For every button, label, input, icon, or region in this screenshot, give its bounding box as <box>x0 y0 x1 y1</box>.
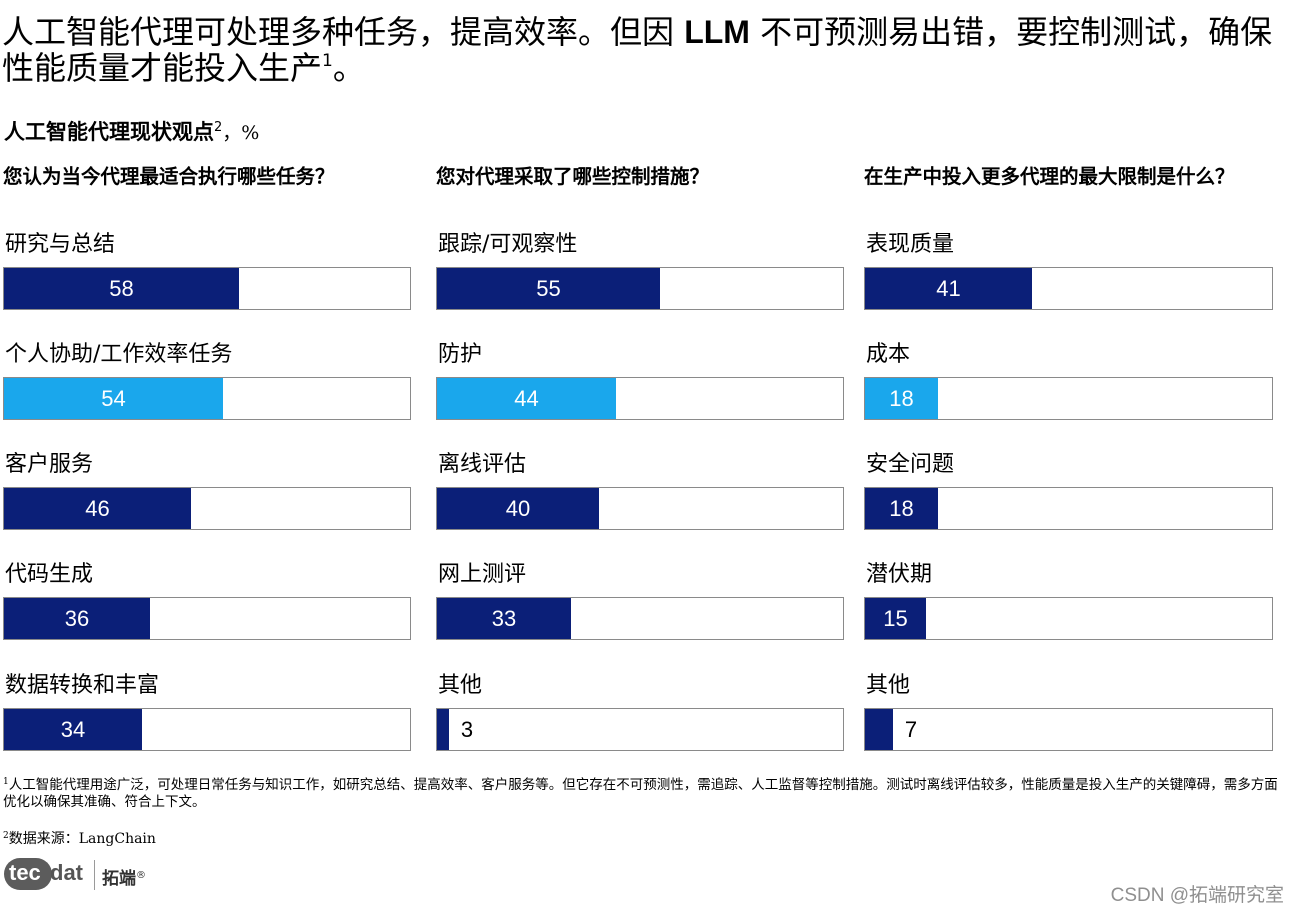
bar <box>4 488 191 529</box>
bar-label: 潜伏期 <box>866 562 933 587</box>
bar-label: 跟踪/可观察性 <box>438 232 578 257</box>
bar-label: 表现质量 <box>866 232 955 257</box>
bar-frame: 46 <box>3 487 411 530</box>
bar-label: 代码生成 <box>5 562 94 587</box>
bar <box>437 488 599 529</box>
bar-frame: 7 <box>864 708 1273 751</box>
bar-value-label: 58 <box>109 275 134 301</box>
bar-frame: 33 <box>436 597 844 640</box>
bar-frame: 40 <box>436 487 844 530</box>
bar-value-label: 40 <box>505 495 531 521</box>
bar-label: 防护 <box>438 342 483 367</box>
bar-label: 客户服务 <box>5 452 94 477</box>
bar <box>4 268 239 309</box>
bar-frame: 34 <box>3 708 411 751</box>
bar-value-label: 34 <box>60 716 86 742</box>
bar-value-label: 33 <box>491 605 517 631</box>
bar-value-label: 15 <box>883 605 908 631</box>
logo-divider <box>94 860 95 890</box>
bar <box>437 709 449 750</box>
bar-label: 个人协助/工作效率任务 <box>5 342 233 367</box>
bar-label: 其他 <box>866 673 911 698</box>
bar-frame: 36 <box>3 597 411 640</box>
logo-chinese-name: 拓端® <box>102 869 146 889</box>
bar-label: 网上测评 <box>438 562 527 587</box>
bar <box>4 598 150 639</box>
bar-label: 离线评估 <box>438 452 527 477</box>
footnote-1: 1人工智能代理用途广泛，可处理日常任务与知识工作，如研究总结、提高效率、客户服务… <box>3 777 1278 810</box>
bar-frame: 18 <box>864 377 1273 420</box>
chart-question-2: 您对代理采取了哪些控制措施？ <box>436 165 710 188</box>
bar-frame: 18 <box>864 487 1273 530</box>
bar-label: 其他 <box>438 673 483 698</box>
bar-value-label: 18 <box>889 495 914 521</box>
bar-label: 成本 <box>866 342 911 367</box>
bar-frame: 55 <box>436 267 844 310</box>
bar-frame: 15 <box>864 597 1273 640</box>
bar <box>865 709 893 750</box>
bar <box>437 598 571 639</box>
bar-frame: 44 <box>436 377 844 420</box>
bar-frame: 58 <box>3 267 411 310</box>
bar-value-label: 36 <box>64 605 90 631</box>
bar <box>865 488 938 529</box>
page-title: 人工智能代理可处理多种任务，提高效率。但因 LLM 不可预测易出错，要控制测试，… <box>2 13 1273 87</box>
bar-frame: 3 <box>436 708 844 751</box>
bar <box>437 378 616 419</box>
logo-text: dat <box>50 860 83 885</box>
csdn-watermark: CSDN @拓端研究室 <box>1110 885 1284 906</box>
bar <box>865 268 1032 309</box>
bar-value-label: 18 <box>889 385 914 411</box>
bar-frame: 41 <box>864 267 1273 310</box>
bar <box>4 709 142 750</box>
bar-label: 数据转换和丰富 <box>5 673 160 698</box>
bar <box>865 378 938 419</box>
footnote-source: 2数据来源：LangChain <box>3 831 156 847</box>
bar <box>437 268 660 309</box>
bar-value-label: 55 <box>536 275 561 301</box>
bar-label: 安全问题 <box>866 452 955 477</box>
bar <box>4 378 223 419</box>
bar-label: 研究与总结 <box>5 232 116 257</box>
bar <box>865 598 926 639</box>
chart-subtitle: 人工智能代理现状观点2，% <box>4 120 260 144</box>
logo-mark: tec <box>4 858 52 890</box>
bar-value-label: 3 <box>460 716 474 742</box>
chart-question-1: 您认为当今代理最适合执行哪些任务？ <box>3 165 335 188</box>
bar-value-label: 7 <box>904 716 918 742</box>
bar-value-label: 54 <box>101 385 126 411</box>
bar-value-label: 41 <box>936 275 961 301</box>
chart-question-3: 在生产中投入更多代理的最大限制是什么？ <box>864 165 1235 188</box>
bar-frame: 54 <box>3 377 411 420</box>
bar-value-label: 46 <box>85 495 110 521</box>
bar-value-label: 44 <box>514 385 539 411</box>
